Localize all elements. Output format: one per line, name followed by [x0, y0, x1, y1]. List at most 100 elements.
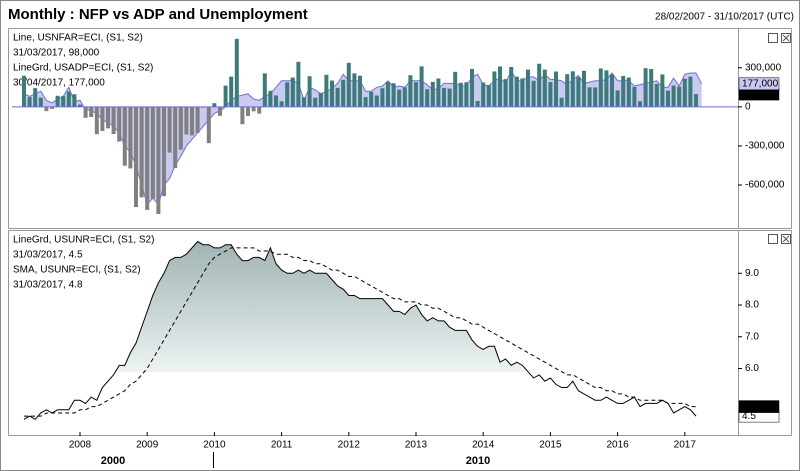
bar	[167, 106, 172, 153]
bar	[436, 78, 441, 107]
bar	[33, 88, 38, 107]
bar	[363, 97, 368, 107]
y-tick-label: 8.0	[745, 300, 759, 311]
bar	[391, 83, 396, 107]
bar	[397, 89, 402, 107]
bar	[134, 106, 138, 208]
bar	[464, 82, 469, 107]
series-last-value: 31/03/2017, 4.8	[13, 280, 83, 291]
bar	[447, 88, 452, 107]
bar	[660, 74, 665, 107]
area-fill	[24, 241, 696, 432]
x-group-label: 2010	[466, 455, 490, 467]
bar	[190, 106, 194, 136]
end-tag: 4.8	[742, 401, 756, 412]
bar	[414, 82, 418, 107]
bar	[307, 76, 312, 107]
bar	[22, 75, 26, 107]
x-tick-label: 2012	[338, 440, 361, 451]
x-tick-label: 2010	[203, 440, 226, 451]
x-group-label: 2000	[101, 455, 125, 467]
x-tick-label: 2014	[472, 440, 495, 451]
bar	[178, 106, 183, 150]
bar	[335, 87, 340, 107]
bar	[554, 71, 558, 107]
bar	[78, 104, 82, 107]
line	[24, 247, 696, 417]
bar	[268, 90, 273, 107]
panel-frame	[8, 28, 792, 229]
bar	[380, 88, 385, 107]
series-name: SMA, USUNR=ECI, (S1, S2)	[13, 265, 141, 276]
bar	[442, 87, 446, 107]
series-last-value: 30/04/2017, 177,000	[13, 78, 105, 89]
bar	[509, 66, 514, 107]
x-tick-label: 2017	[674, 440, 697, 451]
x-tick-label: 2008	[69, 440, 92, 451]
bar	[638, 101, 642, 107]
bar	[173, 106, 178, 169]
series-last-value: 31/03/2017, 4.5	[13, 250, 83, 261]
bar	[38, 97, 43, 107]
bar	[402, 87, 407, 107]
x-tick-label: 2015	[539, 440, 562, 451]
bar	[234, 38, 239, 107]
bar	[677, 86, 682, 107]
y-tick-label: 300,000	[745, 62, 782, 73]
bar	[72, 94, 77, 107]
y-tick-label: -600,000	[745, 180, 785, 191]
end-tag: 98,000	[742, 89, 773, 100]
bar	[111, 106, 116, 135]
bar	[44, 106, 49, 112]
panel-buttons[interactable]	[768, 33, 791, 244]
bar	[531, 80, 536, 107]
bar	[559, 97, 564, 107]
bar	[55, 95, 60, 107]
end-tag: 177,000	[742, 78, 779, 89]
bar	[576, 77, 581, 107]
bar	[593, 87, 598, 107]
series-name: LineGrd, USUNR=ECI, (S1, S2)	[13, 235, 154, 246]
bar	[486, 84, 491, 107]
bar	[386, 82, 390, 107]
y-tick-label: 0	[745, 101, 751, 112]
bar	[313, 97, 318, 107]
restore-button[interactable]	[768, 234, 778, 244]
bar	[492, 71, 497, 107]
bar	[50, 106, 54, 109]
bar	[89, 106, 94, 118]
bar	[615, 90, 620, 107]
bar	[296, 61, 301, 107]
area-line	[23, 240, 697, 420]
bar	[279, 101, 284, 107]
end-tag: 4.5	[742, 411, 756, 422]
bar	[162, 106, 166, 197]
series-name: Line, USNFAR=ECI, (S1, S2)	[13, 33, 143, 44]
y-tick-label: 6.0	[745, 363, 759, 374]
bar	[61, 96, 66, 107]
bar	[503, 79, 508, 107]
bar	[475, 100, 480, 107]
bar	[514, 76, 519, 107]
series-last-value: 31/03/2017, 98,000	[13, 48, 100, 59]
bar	[257, 106, 262, 114]
bar	[430, 81, 435, 107]
bar	[341, 79, 346, 107]
bar	[352, 73, 357, 107]
bar	[246, 106, 250, 116]
bar	[106, 106, 110, 129]
bar	[285, 82, 290, 107]
bar	[150, 106, 155, 199]
bar	[666, 90, 670, 107]
bar	[223, 85, 228, 107]
bar	[324, 74, 329, 107]
bar	[139, 106, 144, 198]
bar	[643, 68, 648, 107]
close-icon	[782, 34, 790, 42]
bar	[229, 76, 234, 107]
window-title: Monthly : NFP vs ADP and Unemployment	[8, 6, 308, 23]
bar	[240, 106, 245, 125]
bar	[369, 91, 374, 107]
restore-button[interactable]	[768, 33, 778, 43]
